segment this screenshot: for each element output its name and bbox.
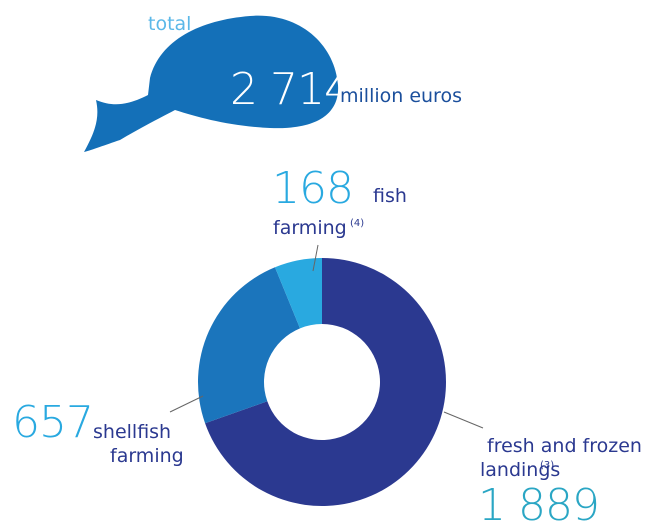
value-label: 657	[12, 397, 93, 448]
donut-slice	[274, 258, 322, 329]
slice-label: farming	[273, 217, 347, 239]
total-label: total	[148, 13, 191, 35]
total-value: 2 714	[230, 64, 351, 115]
fish-shape	[84, 15, 339, 152]
leader-line	[312, 244, 319, 272]
value-label: 168	[272, 163, 353, 214]
footnote-ref: (4)	[350, 218, 364, 229]
unit-label: million euros	[340, 85, 462, 107]
donut-slice	[198, 267, 301, 424]
value-label: 1 889	[478, 480, 599, 528]
footnote-ref: (3)	[540, 460, 554, 471]
slice-label: shellfish	[93, 421, 171, 443]
slice-label: fish	[373, 185, 407, 207]
donut-slice	[205, 258, 446, 506]
leader-line	[169, 395, 204, 413]
slice-label: landings	[480, 459, 560, 481]
slice-label: fresh and frozen	[487, 435, 642, 457]
leader-line	[443, 411, 484, 429]
slice-label: farming	[110, 445, 184, 467]
